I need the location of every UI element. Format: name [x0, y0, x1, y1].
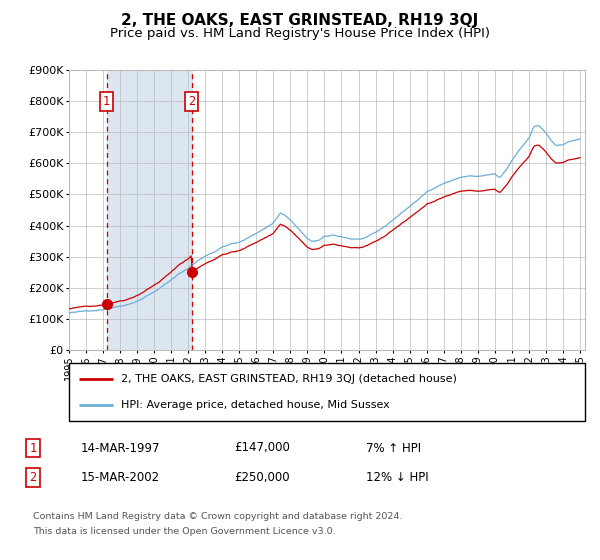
Text: £250,000: £250,000: [234, 470, 290, 484]
Text: 1: 1: [29, 441, 37, 455]
Text: 1: 1: [103, 95, 110, 108]
Text: 14-MAR-1997: 14-MAR-1997: [81, 441, 161, 455]
Text: Price paid vs. HM Land Registry's House Price Index (HPI): Price paid vs. HM Land Registry's House …: [110, 27, 490, 40]
Text: 2: 2: [29, 470, 37, 484]
Text: 7% ↑ HPI: 7% ↑ HPI: [366, 441, 421, 455]
Text: 2, THE OAKS, EAST GRINSTEAD, RH19 3QJ (detached house): 2, THE OAKS, EAST GRINSTEAD, RH19 3QJ (d…: [121, 374, 457, 384]
Text: 15-MAR-2002: 15-MAR-2002: [81, 470, 160, 484]
Text: £147,000: £147,000: [234, 441, 290, 455]
Text: HPI: Average price, detached house, Mid Sussex: HPI: Average price, detached house, Mid …: [121, 400, 389, 410]
Bar: [107, 70, 192, 350]
Text: 12% ↓ HPI: 12% ↓ HPI: [366, 470, 428, 484]
Text: 2, THE OAKS, EAST GRINSTEAD, RH19 3QJ: 2, THE OAKS, EAST GRINSTEAD, RH19 3QJ: [121, 13, 479, 28]
Text: 2: 2: [188, 95, 196, 108]
Text: This data is licensed under the Open Government Licence v3.0.: This data is licensed under the Open Gov…: [33, 528, 335, 536]
Text: Contains HM Land Registry data © Crown copyright and database right 2024.: Contains HM Land Registry data © Crown c…: [33, 512, 403, 521]
FancyBboxPatch shape: [69, 363, 585, 421]
